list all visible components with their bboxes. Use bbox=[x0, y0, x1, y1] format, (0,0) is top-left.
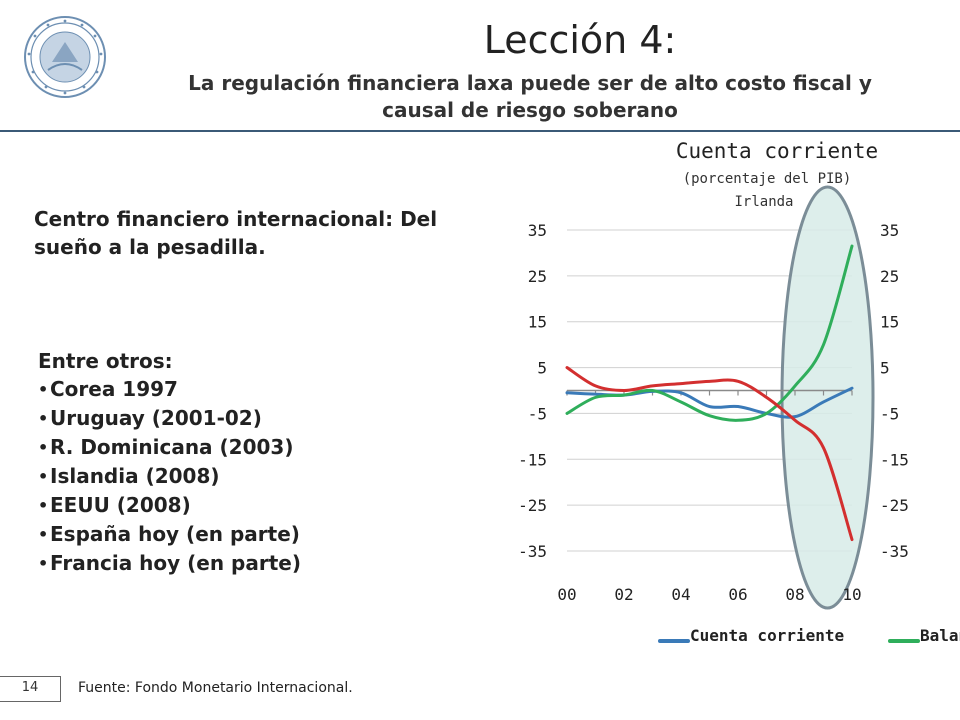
y-tick-label-left: 25 bbox=[528, 267, 547, 286]
list-item: Francia hoy (en parte) bbox=[38, 549, 368, 578]
y-tick-label-right: 25 bbox=[880, 267, 899, 286]
example-list: Entre otros: Corea 1997 Uruguay (2001-02… bbox=[38, 347, 368, 578]
x-tick-label: 02 bbox=[614, 585, 633, 604]
legend-label: Cuenta corriente bbox=[690, 626, 844, 645]
y-tick-label-right: -5 bbox=[880, 404, 899, 423]
x-tick-label: 08 bbox=[785, 585, 804, 604]
slide-subtitle: La regulación financiera laxa puede ser … bbox=[188, 71, 872, 122]
page-number: 14 bbox=[21, 680, 39, 695]
y-tick-label-left: -5 bbox=[528, 404, 547, 423]
list-item: España hoy (en parte) bbox=[38, 520, 368, 549]
y-tick-label-left: 15 bbox=[528, 313, 547, 332]
x-tick-label: 10 bbox=[842, 585, 861, 604]
list-item: Islandia (2008) bbox=[38, 462, 368, 491]
y-tick-label-left: 35 bbox=[528, 221, 547, 240]
page-number-box bbox=[0, 676, 61, 702]
series-line-balance-privado bbox=[565, 244, 854, 422]
y-tick-label-right: 15 bbox=[880, 313, 899, 332]
current-account-chart: Cuenta corriente (porcentaje del PIB) Ir… bbox=[518, 139, 960, 645]
bank-seal-logo bbox=[24, 16, 106, 98]
list-item: EEUU (2008) bbox=[38, 491, 368, 520]
y-tick-label-left: -15 bbox=[518, 450, 547, 469]
chart-title: Cuenta corriente bbox=[676, 139, 878, 163]
chart-subtitle: (porcentaje del PIB) bbox=[683, 171, 852, 187]
y-tick-label-right: -35 bbox=[880, 542, 909, 561]
legend-label: Balance privado bbox=[920, 626, 960, 645]
list-lead: Entre otros: bbox=[38, 349, 173, 373]
header-divider bbox=[0, 130, 960, 132]
x-tick-label: 04 bbox=[671, 585, 690, 604]
series-line-balance-fiscal bbox=[565, 366, 854, 542]
list-item: Uruguay (2001-02) bbox=[38, 404, 368, 433]
y-tick-label-right: -15 bbox=[880, 450, 909, 469]
list-item: R. Dominicana (2003) bbox=[38, 433, 368, 462]
x-tick-label: 00 bbox=[557, 585, 576, 604]
y-tick-label-left: -25 bbox=[518, 496, 547, 515]
y-tick-label-left: -35 bbox=[518, 542, 547, 561]
slide-title: Lección 4: bbox=[483, 18, 677, 62]
chart-country: Irlanda bbox=[734, 194, 793, 210]
y-tick-label-right: -25 bbox=[880, 496, 909, 515]
y-tick-label-right: 35 bbox=[880, 221, 899, 240]
highlight-ellipse bbox=[780, 185, 875, 610]
y-tick-label-left: 5 bbox=[537, 359, 547, 378]
y-tick-label-right: 5 bbox=[880, 359, 890, 378]
list-item: Corea 1997 bbox=[38, 375, 368, 404]
x-tick-label: 06 bbox=[728, 585, 747, 604]
source-note: Fuente: Fondo Monetario Internacional. bbox=[78, 680, 353, 696]
section-heading: Centro financiero internacional: Del sue… bbox=[34, 207, 438, 259]
